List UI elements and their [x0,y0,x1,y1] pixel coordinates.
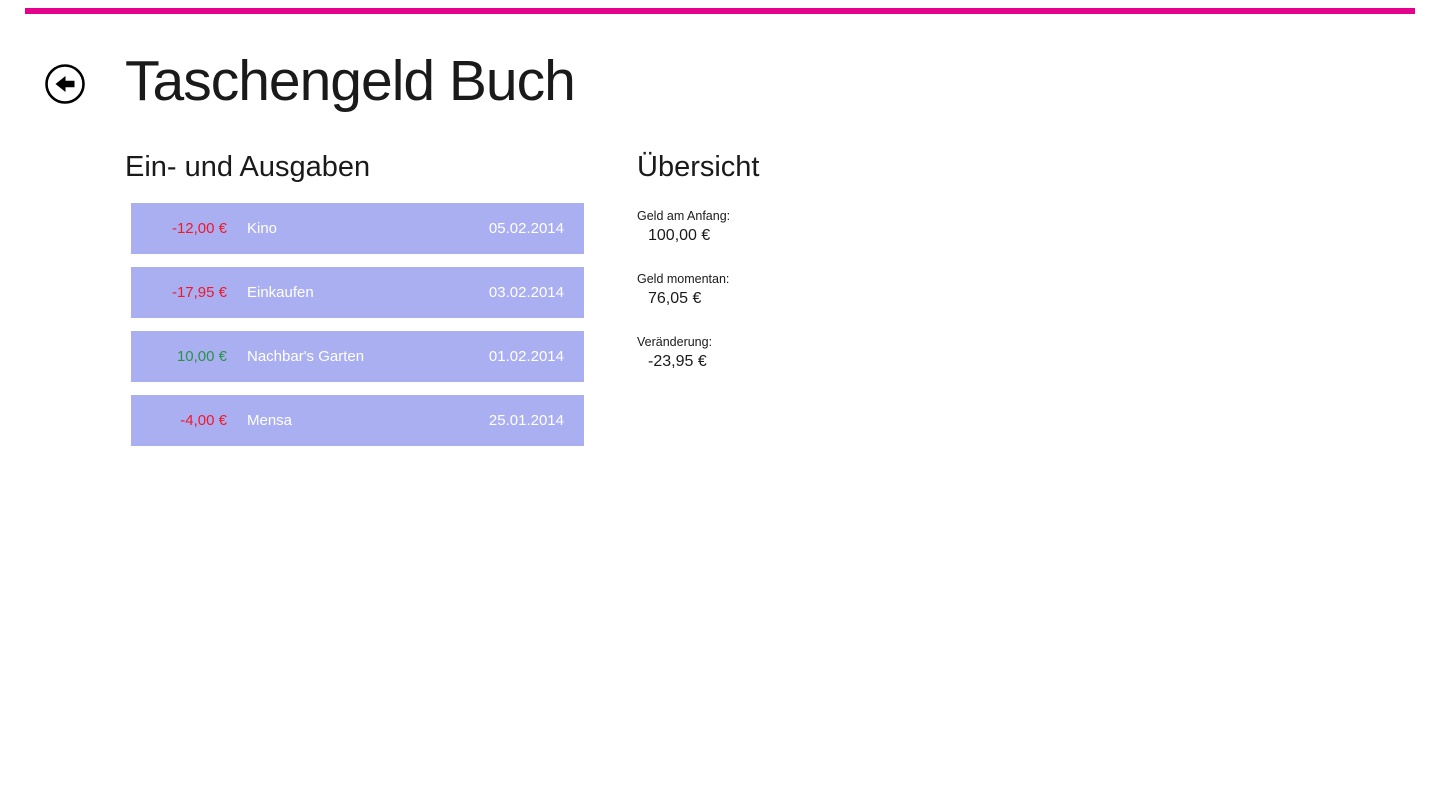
overview-item-value: -23,95 € [648,353,707,370]
transaction-amount: 10,00 € [176,348,227,365]
transaction-date: 05.02.2014 [488,220,564,237]
overview-heading: Übersicht [637,151,760,183]
back-button[interactable] [44,63,86,105]
overview-item-label: Veränderung: [637,335,713,349]
transaction-label: Nachbar's Garten [247,348,365,365]
transaction-row[interactable]: -17,95 € Einkaufen 03.02.2014 [131,267,584,318]
overview-item-label: Geld am Anfang: [637,209,731,223]
transaction-date: 25.01.2014 [488,412,564,429]
transaction-row[interactable]: 10,00 € Nachbar's Garten 01.02.2014 [131,331,584,382]
transaction-label: Mensa [247,412,293,429]
progress-accent-bar [25,8,1415,14]
transaction-row[interactable]: -12,00 € Kino 05.02.2014 [131,203,584,254]
transaction-amount: -12,00 € [171,220,227,237]
transaction-amount: -4,00 € [180,412,227,429]
transaction-row[interactable]: -4,00 € Mensa 25.01.2014 [131,395,584,446]
transactions-heading: Ein- und Ausgaben [125,151,371,183]
transaction-amount: -17,95 € [171,284,227,301]
page-title: Taschengeld Buch [125,49,576,113]
overview-item-label: Geld momentan: [637,272,730,286]
transaction-label: Einkaufen [247,284,314,301]
back-arrow-icon [44,63,86,105]
overview-item-value: 76,05 € [648,290,702,307]
overview-item-value: 100,00 € [648,227,711,244]
transaction-date: 01.02.2014 [488,348,564,365]
overview-item: Geld momentan: 76,05 € [637,272,937,308]
transaction-date: 03.02.2014 [488,284,564,301]
transaction-label: Kino [247,220,278,237]
transactions-list: -12,00 € Kino 05.02.2014 -17,95 € Einkau… [131,203,584,459]
overview-list: Geld am Anfang: 100,00 € Geld momentan: … [637,209,937,398]
overview-item: Veränderung: -23,95 € [637,335,937,371]
overview-item: Geld am Anfang: 100,00 € [637,209,937,245]
